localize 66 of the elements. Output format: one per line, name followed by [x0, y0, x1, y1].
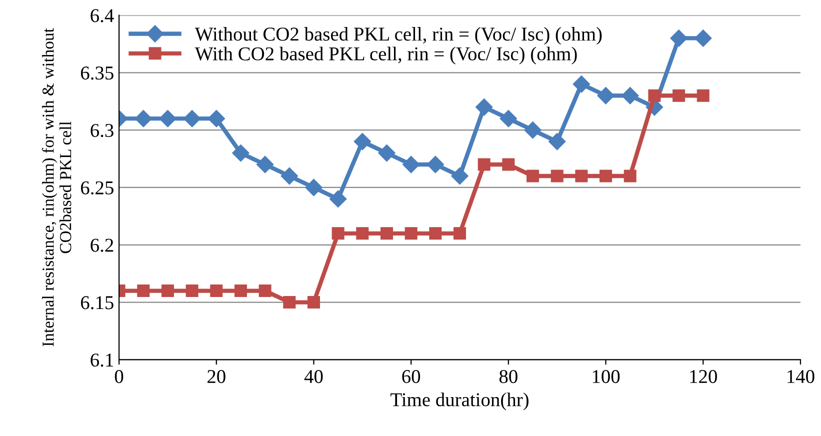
- y-tick-label: 6.1: [90, 354, 114, 367]
- point: [451, 167, 468, 185]
- point: [500, 110, 517, 128]
- point: [232, 144, 250, 162]
- point: [356, 227, 369, 240]
- point: [624, 170, 636, 182]
- point: [600, 170, 612, 182]
- point: [380, 227, 393, 240]
- point: [330, 190, 347, 208]
- point: [597, 87, 614, 104]
- x-tick-label: 120: [690, 370, 717, 384]
- point: [429, 227, 442, 240]
- point: [137, 284, 150, 298]
- point: [622, 87, 639, 104]
- legend-label: With CO2 based PKL cell, rin = (Voc/ Isc) (ohm): [194, 46, 577, 64]
- point: [184, 110, 201, 128]
- point: [354, 133, 371, 150]
- point: [550, 170, 564, 182]
- point: [134, 110, 152, 128]
- x-tick-label: 140: [788, 370, 814, 384]
- point: [476, 98, 493, 116]
- point: [672, 89, 686, 102]
- point: [234, 284, 247, 298]
- x-tick-label: 100: [592, 370, 620, 384]
- point: [670, 30, 688, 47]
- point: [208, 110, 225, 128]
- x-tick-label: 80: [499, 370, 518, 384]
- point: [696, 89, 710, 102]
- x-tick-label: 0: [114, 370, 124, 384]
- point: [404, 227, 418, 240]
- point: [478, 158, 490, 171]
- point: [258, 284, 272, 298]
- y-tick-label: 6.15: [80, 296, 114, 310]
- point: [454, 227, 466, 240]
- y-tick-label: 6.4: [90, 9, 114, 22]
- point: [694, 30, 712, 47]
- point: [307, 296, 320, 309]
- point: [186, 284, 198, 298]
- point: [524, 122, 542, 139]
- point: [548, 133, 566, 150]
- y-tick-label: 6.35: [80, 66, 114, 80]
- x-axis-title: Time duration(hr): [390, 392, 528, 410]
- point: [502, 158, 515, 171]
- point: [283, 296, 296, 309]
- y-tick-label: 6.25: [80, 181, 114, 195]
- x-tick-label: 20: [208, 370, 226, 384]
- point: [332, 227, 344, 240]
- y-tick-label: 6.2: [90, 238, 114, 252]
- legend-label: Without CO2 based PKL cell, rin = (Voc/ Isc) (ohm): [194, 27, 602, 45]
- point: [210, 284, 223, 298]
- point: [305, 178, 322, 196]
- point: [526, 170, 540, 182]
- point: [378, 144, 396, 162]
- point: [572, 76, 590, 93]
- x-tick-label: 40: [304, 370, 323, 384]
- point: [426, 156, 444, 174]
- point: [575, 170, 588, 182]
- y-tick-label: 6.3: [90, 124, 114, 138]
- point: [402, 156, 420, 174]
- point: [256, 156, 274, 174]
- x-tick-label: 60: [402, 370, 420, 384]
- point: [161, 284, 174, 298]
- point: [648, 89, 661, 102]
- point: [159, 110, 176, 128]
- y-axis-title: Internal resistance, rin(ohm) for with & without CO2based PKL cell: [42, 28, 72, 346]
- point: [280, 167, 298, 185]
